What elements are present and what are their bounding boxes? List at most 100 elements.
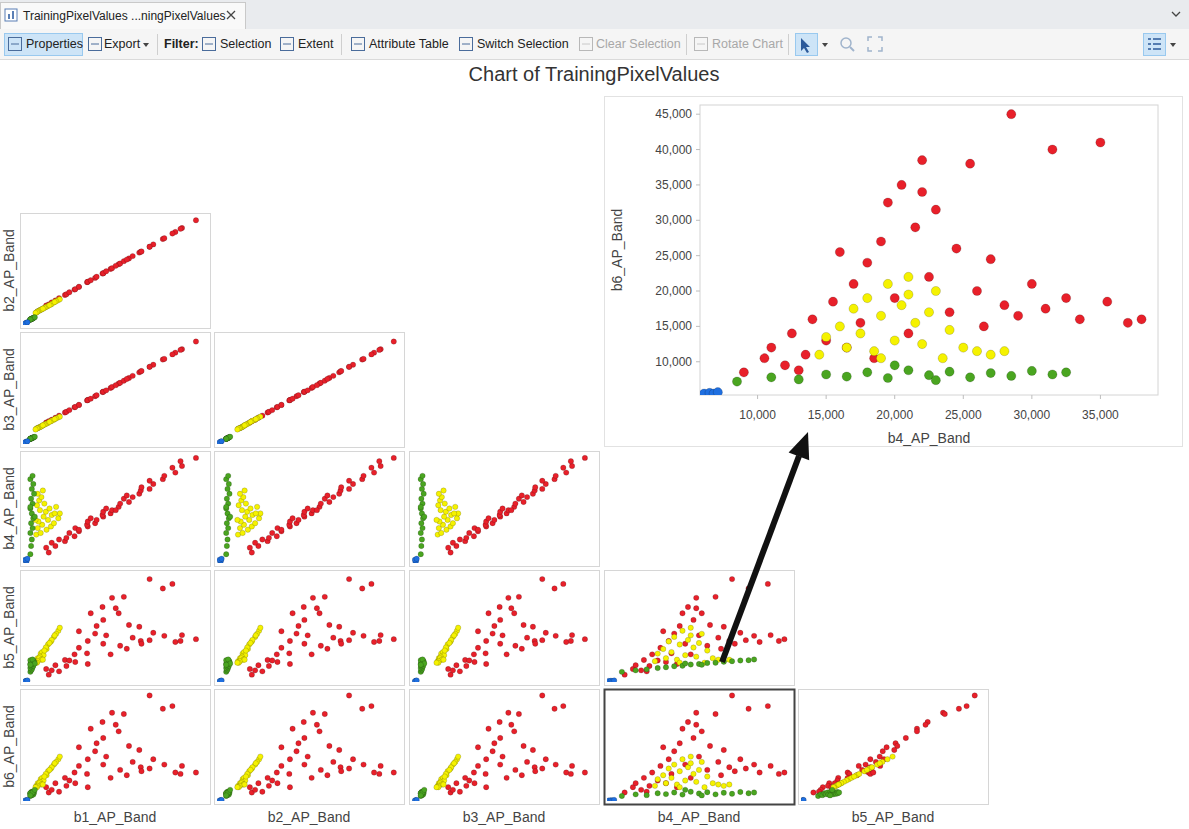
toolbar-item[interactable]: Rotate Chart xyxy=(712,37,783,51)
data-point xyxy=(42,648,47,653)
list-tool[interactable] xyxy=(1144,34,1166,56)
data-point xyxy=(88,611,93,616)
data-point xyxy=(49,540,54,545)
data-point xyxy=(247,784,252,789)
data-point xyxy=(124,376,129,381)
data-point xyxy=(287,771,292,776)
matrix-panel-frame[interactable] xyxy=(21,571,211,686)
tab-menu[interactable] xyxy=(1172,12,1180,16)
dropdown-caret[interactable] xyxy=(1170,43,1176,47)
data-point xyxy=(543,630,548,635)
data-point xyxy=(420,481,425,486)
data-point xyxy=(160,586,165,591)
matrix-panel-frame[interactable] xyxy=(21,452,211,567)
data-point xyxy=(441,657,446,662)
x-tick-label: 25,000 xyxy=(945,408,982,422)
matrix-panel-frame[interactable] xyxy=(21,214,211,329)
matrix-panel-points xyxy=(607,693,787,801)
data-point xyxy=(986,350,995,359)
data-point xyxy=(170,352,175,357)
data-point xyxy=(842,343,851,352)
matrix-panel-frame[interactable] xyxy=(21,690,211,805)
data-point xyxy=(705,774,710,779)
data-point xyxy=(305,388,310,393)
data-point xyxy=(475,745,480,750)
data-point xyxy=(317,729,322,734)
data-point xyxy=(782,770,787,775)
matrix-panel-frame-selected[interactable] xyxy=(605,690,795,805)
tab-title[interactable]: TrainingPixelValues ...ningPixelValues xyxy=(23,9,226,23)
matrix-panel-frame[interactable] xyxy=(21,333,211,448)
button-icon-line xyxy=(697,44,705,45)
data-point xyxy=(258,625,263,630)
data-point xyxy=(836,782,841,787)
data-point xyxy=(500,754,505,759)
matrix-panel-frame[interactable] xyxy=(215,690,405,805)
data-point xyxy=(455,754,460,759)
data-point xyxy=(677,784,682,789)
toolbar-separator xyxy=(341,34,342,55)
matrix-panel-frame[interactable] xyxy=(605,571,795,686)
zoom-icon[interactable] xyxy=(841,38,851,48)
toolbar-item[interactable]: Export xyxy=(104,37,141,51)
data-point xyxy=(705,660,710,665)
data-point xyxy=(1048,370,1057,379)
data-point xyxy=(30,473,35,478)
data-point xyxy=(327,499,332,504)
data-point xyxy=(270,778,275,783)
data-point xyxy=(47,767,52,772)
data-point xyxy=(471,652,476,657)
data-point xyxy=(972,693,977,698)
data-point xyxy=(680,611,685,616)
data-point xyxy=(683,661,688,666)
data-point xyxy=(483,771,488,776)
data-point xyxy=(37,507,42,512)
data-point xyxy=(193,339,198,344)
data-point xyxy=(260,669,265,674)
data-point xyxy=(113,606,118,611)
toolbar-item[interactable]: Clear Selection xyxy=(596,37,681,51)
button-icon-line xyxy=(91,44,99,45)
y-tick xyxy=(696,291,700,292)
data-point xyxy=(851,774,856,779)
matrix-panel-frame[interactable] xyxy=(410,690,600,805)
toolbar-item[interactable]: Extent xyxy=(298,37,334,51)
tab-close[interactable] xyxy=(227,11,235,19)
matrix-panel-frame[interactable] xyxy=(215,333,405,448)
data-point xyxy=(516,711,521,716)
data-point xyxy=(836,782,841,787)
matrix-panel-frame[interactable] xyxy=(215,452,405,567)
toolbar-item[interactable]: Selection xyxy=(220,37,271,51)
data-point xyxy=(644,667,649,672)
toolbar-item[interactable]: Attribute Table xyxy=(369,37,449,51)
select-tool[interactable] xyxy=(796,34,818,56)
data-point xyxy=(256,663,261,668)
matrix-panel-frame[interactable] xyxy=(215,571,405,686)
data-point xyxy=(162,235,167,240)
data-point xyxy=(699,662,704,667)
data-point xyxy=(738,630,743,635)
data-point xyxy=(339,769,344,774)
data-point xyxy=(301,719,306,724)
data-point xyxy=(378,463,383,468)
data-point xyxy=(680,726,685,731)
full-extent-icon[interactable] xyxy=(868,37,882,51)
data-point xyxy=(253,761,258,766)
data-point xyxy=(822,332,831,341)
data-point xyxy=(672,762,677,767)
toolbar-item[interactable]: Switch Selection xyxy=(477,37,569,51)
x-tick-label: 15,000 xyxy=(808,408,845,422)
matrix-panel-frame[interactable] xyxy=(410,452,600,567)
arrow-head xyxy=(789,432,810,460)
data-point xyxy=(669,775,674,780)
dropdown-caret[interactable] xyxy=(143,43,149,47)
matrix-panel-frame[interactable] xyxy=(799,690,989,805)
dropdown-caret[interactable] xyxy=(822,43,828,47)
data-point xyxy=(252,668,257,673)
data-point xyxy=(649,652,654,657)
data-point xyxy=(442,501,447,506)
data-point xyxy=(660,629,665,634)
matrix-panel-frame[interactable] xyxy=(410,571,600,686)
toolbar-item[interactable]: Properties xyxy=(26,37,83,51)
data-point xyxy=(451,761,456,766)
